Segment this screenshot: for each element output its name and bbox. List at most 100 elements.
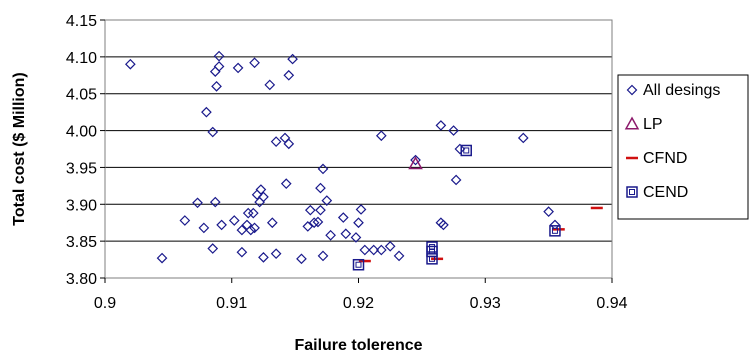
data-point <box>270 248 282 260</box>
legend-marker-inner <box>629 189 635 195</box>
data-point <box>283 138 295 150</box>
data-point <box>517 132 529 144</box>
y-tick-label: 4.05 <box>66 87 97 104</box>
data-point <box>156 252 168 264</box>
y-tick-label: 3.90 <box>66 197 97 214</box>
data-point <box>207 126 219 138</box>
series-2 <box>408 156 423 170</box>
data-point <box>213 61 225 72</box>
data-point-inner <box>429 244 436 251</box>
data-point <box>408 156 423 170</box>
data-point <box>325 229 336 241</box>
data-point <box>448 125 459 136</box>
series-1 <box>125 50 561 265</box>
data-point <box>304 204 316 216</box>
legend-item: CEND <box>626 184 688 201</box>
data-point <box>242 207 254 219</box>
data-point <box>435 120 447 131</box>
data-point <box>353 217 364 229</box>
data-point <box>228 215 240 226</box>
x-axis-ticks: 0.9 0.91 0.92 0.93 0.94 <box>94 278 628 312</box>
data-point <box>249 222 260 234</box>
data-point <box>302 221 314 232</box>
y-tick-label: 4.00 <box>66 124 97 141</box>
data-point <box>312 216 324 228</box>
data-point <box>179 215 191 226</box>
data-point <box>426 241 438 253</box>
data-point <box>247 207 259 219</box>
x-tick-label: 0.9 <box>94 295 116 312</box>
data-point <box>359 244 371 256</box>
data-point <box>315 182 326 194</box>
data-point <box>296 253 307 265</box>
data-point <box>207 243 219 254</box>
data-point <box>450 174 462 186</box>
data-point <box>393 250 405 262</box>
data-point <box>340 228 352 240</box>
legend-marker <box>624 116 640 130</box>
y-axis-ticks: 3.80 3.85 3.90 3.95 4.00 4.05 4.10 4.15 <box>66 13 105 288</box>
data-point <box>125 58 136 70</box>
data-point <box>315 204 326 216</box>
data-point <box>283 69 295 81</box>
x-axis-label: Failure tolerence <box>294 337 422 354</box>
data-point <box>198 222 210 234</box>
data-point <box>232 62 244 74</box>
data-point <box>317 163 329 175</box>
legend-label: All desings <box>643 82 720 99</box>
data-point <box>308 217 320 229</box>
x-tick-label: 0.91 <box>216 295 247 312</box>
data-point <box>549 225 561 237</box>
legend-box <box>617 74 749 220</box>
y-tick-label: 3.95 <box>66 160 97 177</box>
data-point <box>355 204 367 215</box>
data-point <box>460 144 472 157</box>
data-point <box>410 154 421 166</box>
data-point <box>264 79 276 91</box>
data-point <box>454 143 466 155</box>
data-point <box>266 217 278 229</box>
data-point <box>236 224 248 236</box>
data-point <box>337 212 349 223</box>
data-point <box>352 258 365 271</box>
y-axis-label: Total cost ($ Million) <box>11 72 28 225</box>
data-point <box>258 252 269 263</box>
x-tick-label: 0.93 <box>470 295 501 312</box>
data-point <box>287 53 298 65</box>
data-point <box>321 195 333 206</box>
data-point <box>255 184 267 195</box>
data-point <box>236 246 248 258</box>
legend-item: All desings <box>626 82 720 99</box>
x-tick-label: 0.94 <box>596 295 627 312</box>
legend-item: CFND <box>626 150 687 167</box>
legend-label: LP <box>643 116 663 133</box>
y-tick-label: 3.80 <box>66 271 97 288</box>
data-point <box>245 224 257 236</box>
data-point <box>375 244 387 256</box>
data-point <box>280 178 292 189</box>
data-point <box>201 106 212 118</box>
legend-item: LP <box>624 116 663 133</box>
data-point <box>317 250 329 262</box>
data-point <box>384 240 396 252</box>
data-point <box>216 219 227 231</box>
series-4 <box>352 144 561 271</box>
data-point <box>543 206 554 218</box>
y-tick-label: 4.10 <box>66 50 97 67</box>
legend-marker <box>626 84 638 96</box>
data-point <box>192 197 203 209</box>
y-tick-label: 4.15 <box>66 13 97 30</box>
data-point <box>249 57 260 69</box>
data-point <box>368 244 380 256</box>
data-point-inner <box>355 261 362 268</box>
data-points <box>125 50 603 271</box>
data-point <box>213 50 225 62</box>
legend-marker <box>626 186 638 198</box>
y-tick-label: 3.85 <box>66 234 97 251</box>
legend-label: CEND <box>643 184 688 201</box>
legend-label: CFND <box>643 150 687 167</box>
x-tick-label: 0.92 <box>343 295 374 312</box>
data-point <box>270 136 282 147</box>
data-point <box>438 219 449 231</box>
